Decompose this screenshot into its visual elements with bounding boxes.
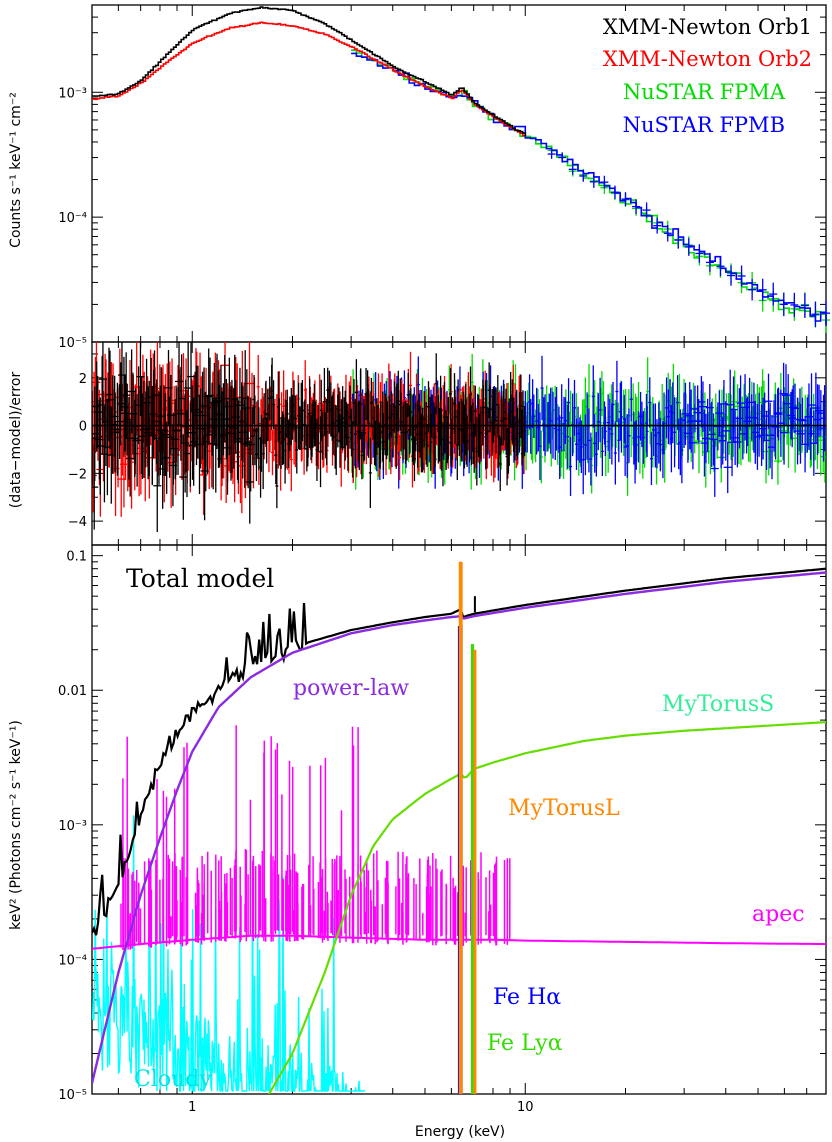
label-total-model: Total model: [126, 564, 274, 593]
data-trace: [92, 6, 527, 136]
legend: XMM-Newton Orb1 XMM-Newton Orb2 NuSTAR F…: [603, 15, 812, 137]
y-tick-label: −4: [68, 515, 87, 530]
y-tick-label: 10⁻⁴: [58, 953, 87, 968]
data-trace: [92, 21, 527, 137]
y-tick-label: 10⁻³: [58, 819, 87, 834]
residuals-panel: 2 0 −2 −4: [68, 341, 827, 546]
spectrum-ylabel: Counts s⁻¹ keV⁻¹ cm⁻²: [8, 92, 24, 248]
y-tick-label: 10⁻⁵: [58, 336, 87, 351]
data-trace: [351, 49, 827, 318]
y-tick-label: 10⁻⁵: [58, 1088, 87, 1103]
y-tick-label: 0.1: [66, 550, 87, 565]
model-ylabel: keV² (Photons cm⁻² s⁻¹ keV⁻¹): [8, 720, 24, 930]
residual-points: [92, 342, 826, 533]
series-mytoruss: [268, 721, 826, 1094]
series-mytorusl: [457, 561, 477, 1094]
label-fe-halpha: Fe Hα: [493, 985, 561, 1010]
label-power-law: power-law: [293, 676, 409, 701]
legend-entry-nustar-fpmb: NuSTAR FPMB: [623, 113, 785, 137]
series-xmm-newton-orb1: [92, 6, 527, 136]
x-tick-label: 1: [188, 1100, 196, 1115]
x-tick-label: 10: [517, 1100, 534, 1115]
legend-entry-xmm-orb1: XMM-Newton Orb1: [603, 15, 812, 39]
model-curve-cloudy: [92, 815, 366, 1094]
series-cloudy: [92, 815, 366, 1094]
apec-emission-lines: [120, 725, 511, 951]
model-annotations: Total model power-law MyTorusS MyTorusL …: [126, 564, 805, 1092]
x-axis-label: Energy (keV): [415, 1124, 505, 1140]
residual-series-xmm-newton-orb1: [92, 342, 527, 533]
y-tick-label: 2: [79, 372, 87, 387]
label-mytorusl: MyTorusL: [508, 796, 620, 821]
label-mytoruss: MyTorusS: [662, 692, 774, 717]
residuals-ylabel: (data−model)/error: [8, 372, 24, 509]
y-tick-label: −2: [68, 467, 87, 482]
series-nustar-fpmb: [351, 52, 830, 327]
label-fe-lyalpha: Fe Lyα: [487, 1031, 563, 1056]
y-tick-label: 0.01: [58, 684, 87, 699]
y-tick-label: 0: [79, 420, 87, 435]
y-tick-label: 10⁻³: [58, 86, 87, 101]
legend-entry-xmm-orb2: XMM-Newton Orb2: [603, 47, 812, 71]
label-apec: apec: [752, 902, 805, 927]
model-panel: 0.1 0.01 10⁻³ 10⁻⁴ 10⁻⁵ 1 10: [58, 544, 827, 1115]
y-tick-label: 10⁻⁴: [58, 211, 87, 226]
data-trace: [351, 52, 827, 325]
label-cloudy: Cloudy: [134, 1067, 212, 1092]
series-xmm-newton-orb2: [92, 21, 527, 137]
legend-entry-nustar-fpma: NuSTAR FPMA: [623, 80, 786, 104]
model-curve-mytoruss: [268, 721, 826, 1094]
